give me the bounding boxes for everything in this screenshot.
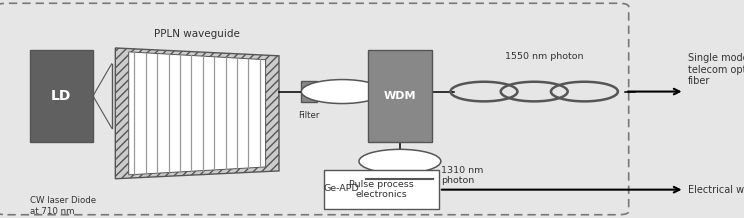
FancyBboxPatch shape bbox=[301, 81, 317, 102]
Text: WDM: WDM bbox=[384, 91, 416, 101]
Polygon shape bbox=[367, 179, 433, 198]
Polygon shape bbox=[129, 52, 266, 175]
Text: Ge-APD: Ge-APD bbox=[323, 184, 359, 193]
Text: Pulse process
electronics: Pulse process electronics bbox=[349, 180, 414, 199]
Text: Filter: Filter bbox=[298, 111, 319, 120]
Text: PPLN waveguide: PPLN waveguide bbox=[154, 29, 240, 39]
Text: Single mode
telecom optical
fiber: Single mode telecom optical fiber bbox=[688, 53, 744, 86]
Polygon shape bbox=[115, 48, 279, 179]
FancyBboxPatch shape bbox=[368, 50, 432, 142]
FancyBboxPatch shape bbox=[30, 50, 93, 142]
Text: LD: LD bbox=[51, 89, 71, 103]
Text: CW laser Diode
at 710 nm: CW laser Diode at 710 nm bbox=[30, 196, 96, 216]
Circle shape bbox=[301, 80, 383, 104]
Circle shape bbox=[359, 149, 440, 173]
Text: Electrical wire: Electrical wire bbox=[688, 185, 744, 195]
Text: 1310 nm
photon: 1310 nm photon bbox=[440, 166, 483, 185]
Text: 1550 nm photon: 1550 nm photon bbox=[505, 52, 583, 61]
FancyBboxPatch shape bbox=[324, 170, 439, 209]
FancyBboxPatch shape bbox=[0, 3, 629, 215]
